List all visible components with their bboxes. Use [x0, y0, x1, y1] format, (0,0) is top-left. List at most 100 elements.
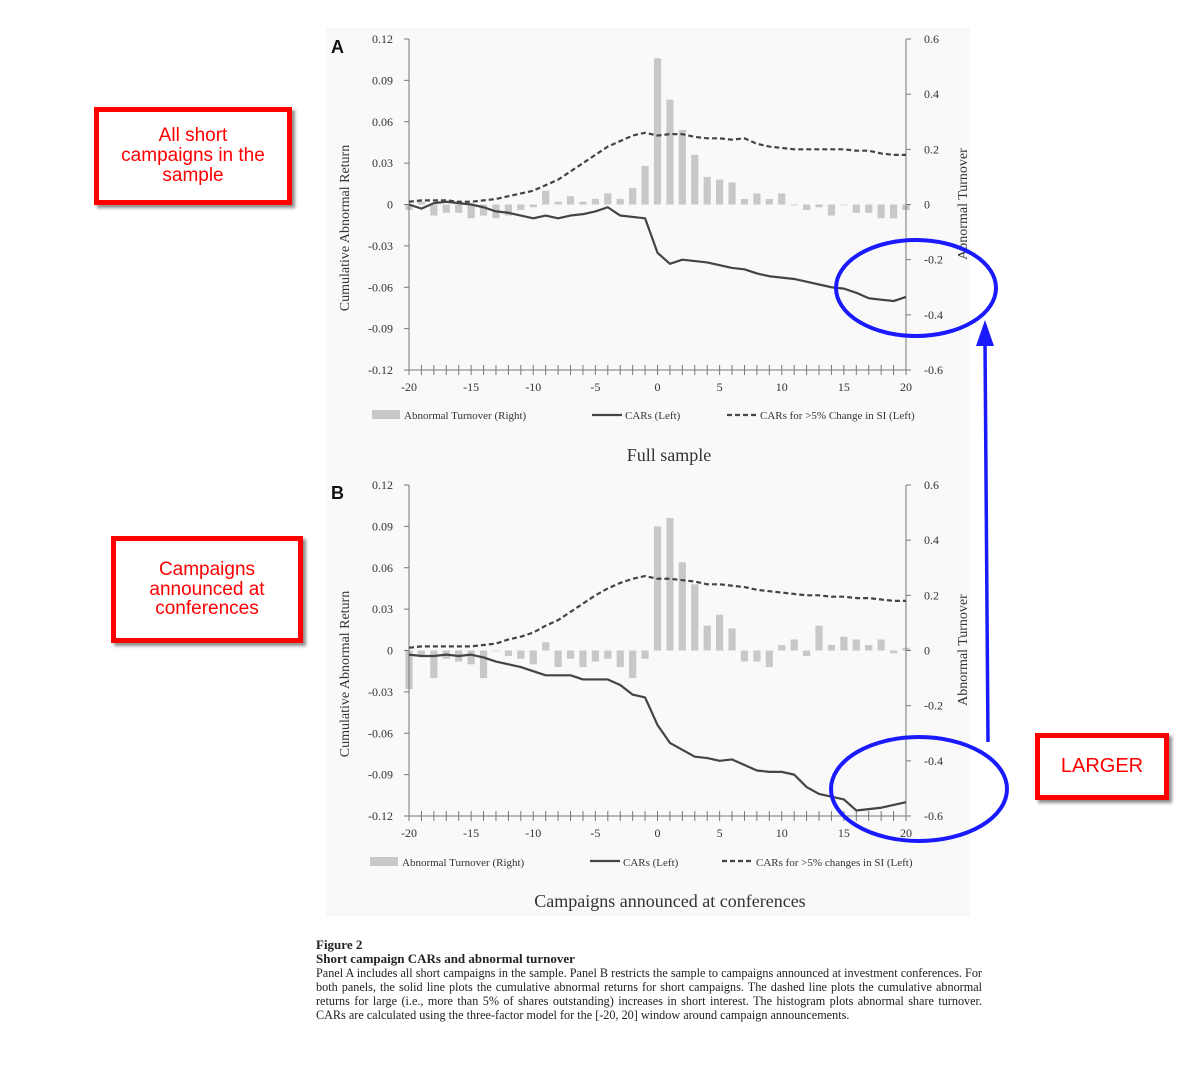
panel-b: B Cumulative Abnormal Return Abnormal Tu… [331, 478, 971, 911]
legend-bar-swatch [370, 857, 398, 866]
turnover-bar [703, 176, 711, 205]
turnover-bar [629, 187, 637, 205]
legend-solid-label: CARs (Left) [623, 857, 679, 869]
right-y-tick-label: 0.2 [924, 142, 939, 156]
turnover-bar [591, 650, 599, 662]
left-y-tick-label: 0.12 [372, 32, 393, 46]
x-tick-label: -10 [525, 380, 541, 394]
turnover-bar [529, 204, 537, 208]
right-y-tick-label: 0.6 [924, 478, 939, 492]
x-tick-label: 20 [900, 380, 912, 394]
left-y-tick-label: -0.09 [368, 768, 393, 782]
car-solid-line [408, 653, 907, 812]
turnover-bar [492, 650, 500, 652]
turnover-bar [542, 642, 550, 651]
turnover-bar [865, 204, 873, 213]
turnover-bar [691, 154, 699, 205]
right-y-tick-label: 0.4 [924, 533, 939, 547]
turnover-bar [616, 198, 624, 205]
turnover-bar [604, 193, 612, 205]
left-y-tick-label: 0.03 [372, 156, 393, 170]
turnover-bar [467, 650, 475, 665]
x-tick-label: 5 [717, 826, 723, 840]
large-si-car-dashed-line [408, 574, 906, 649]
x-tick-label: -15 [463, 826, 479, 840]
callout-all-line-2: campaigns in the [121, 145, 265, 167]
left-y-tick-label: 0.03 [372, 602, 393, 616]
turnover-bar [554, 650, 562, 668]
comparison-arrow-head [976, 320, 994, 346]
turnover-bar [815, 625, 823, 651]
turnover-bar [765, 650, 773, 668]
turnover-bar [417, 650, 426, 657]
right-y-tick-label: 0.4 [924, 87, 939, 101]
left-y-tick-label: -0.06 [368, 726, 393, 740]
car-solid-line [408, 200, 907, 303]
panel-b-subtitle: Campaigns announced at conferences [534, 891, 805, 911]
caption-figure-label: Figure 2 [316, 937, 363, 952]
turnover-bar [678, 562, 686, 651]
legend-bar-swatch [372, 410, 400, 419]
x-tick-label: 15 [838, 380, 850, 394]
legend-bar-label: Abnormal Turnover (Right) [404, 410, 527, 422]
turnover-bar [728, 182, 736, 205]
legend-solid-label: CARs (Left) [625, 410, 681, 422]
x-tick-label: -5 [590, 380, 600, 394]
x-tick-label: 5 [717, 380, 723, 394]
turnover-bar [778, 644, 786, 651]
left-y-tick-label: 0.09 [372, 73, 393, 87]
panel-a-right-axis-label: Abnormal Turnover [956, 148, 971, 260]
turnover-bar [753, 650, 761, 662]
left-y-tick-label: 0.09 [372, 519, 393, 533]
figure-caption: Figure 2 Short campaign CARs and abnorma… [316, 937, 982, 1023]
turnover-bar [467, 204, 475, 219]
panel-b-right-axis-label: Abnormal Turnover [956, 594, 971, 706]
turnover-bar [740, 650, 749, 662]
left-y-tick-label: 0.12 [372, 478, 393, 492]
turnover-bar [716, 614, 724, 651]
large-si-car-dashed-line [408, 131, 906, 203]
callout-conferences: Campaigns announced at conferences [111, 536, 303, 643]
turnover-bar [889, 204, 898, 219]
turnover-bar [877, 204, 885, 219]
left-y-tick-label: 0.06 [372, 561, 393, 575]
panel-b-legend: Abnormal Turnover (Right) CARs (Left) CA… [370, 857, 913, 869]
x-tick-label: 20 [900, 826, 912, 840]
turnover-bar [728, 628, 736, 651]
turnover-bar [653, 58, 662, 205]
turnover-bar [803, 204, 811, 211]
right-y-tick-label: -0.6 [924, 363, 943, 377]
right-y-tick-label: 0.6 [924, 32, 939, 46]
panel-a-plot-area: 0.12 0.09 0.06 0.03 0 -0.03 -0.06 -0.09 -0.12 0.6… [368, 32, 943, 394]
left-y-tick-label: -0.12 [368, 363, 393, 377]
callout-conf-line-1: Campaigns [158, 558, 256, 580]
turnover-bar [641, 165, 649, 205]
left-y-tick-label: 0.06 [372, 115, 393, 129]
turnover-bar [803, 650, 811, 657]
turnover-bar [430, 204, 438, 216]
turnover-bar [579, 201, 587, 205]
left-y-tick-label: -0.03 [368, 239, 393, 253]
left-y-tick-label: 0 [387, 644, 393, 658]
x-tick-label: -20 [401, 380, 417, 394]
callout-conf-line-3: conferences [155, 598, 259, 620]
turnover-bar [604, 650, 612, 659]
right-y-tick-label: -0.6 [924, 809, 943, 823]
turnover-bar [790, 204, 798, 206]
turnover-bar [778, 193, 786, 205]
turnover-bar [716, 179, 724, 205]
panel-b-left-axis-label: Cumulative Abnormal Return [338, 591, 353, 757]
callout-all-line-3: sample [162, 164, 224, 186]
left-y-tick-label: 0 [387, 198, 393, 212]
right-y-tick-label: 0 [924, 644, 930, 658]
turnover-bar [889, 650, 898, 654]
turnover-bar [790, 639, 798, 651]
right-y-tick-label: -0.2 [924, 699, 943, 713]
legend-bar-label: Abnormal Turnover (Right) [402, 857, 525, 869]
turnover-bar [566, 650, 575, 659]
turnover-bar [840, 636, 848, 651]
turnover-bar [815, 204, 823, 208]
turnover-bar [616, 650, 624, 668]
turnover-bar [765, 198, 773, 205]
